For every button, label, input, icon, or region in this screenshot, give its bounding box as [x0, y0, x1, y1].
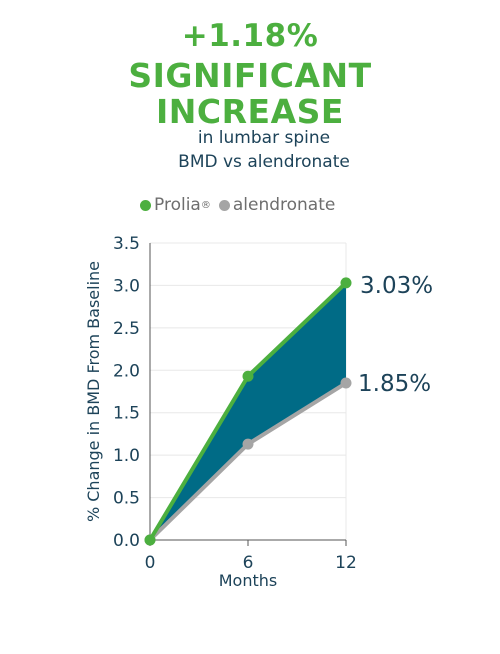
headline-percent: +1.18% — [181, 18, 319, 54]
x-tick-label: 12 — [335, 553, 357, 573]
legend-marker-prolia — [140, 199, 151, 211]
legend-item-prolia: Prolia ® — [140, 195, 211, 215]
legend-label-alendronate: alendronate — [232, 195, 336, 215]
legend-label-prolia: Prolia — [154, 195, 201, 215]
subtitle-line1: in lumbar spine — [197, 128, 331, 148]
shaded-difference-area — [150, 282, 346, 540]
data-point-prolia — [242, 370, 254, 382]
end-label-prolia: 3.03% — [360, 273, 433, 299]
y-axis-label: % Change in BMD From Baseline — [84, 261, 103, 522]
x-tick-label: 0 — [145, 553, 156, 573]
x-tick-label: 6 — [243, 553, 254, 573]
data-point-prolia — [144, 534, 156, 546]
data-point-alendronate — [242, 438, 254, 450]
y-tick-label: 2.5 — [113, 319, 140, 339]
legend-marker-alendronate — [218, 199, 230, 211]
data-point-prolia — [340, 277, 352, 289]
subtitle-line2: BMD vs alendronate — [178, 152, 350, 172]
registered-mark: ® — [200, 199, 211, 211]
y-tick-label: 3.0 — [113, 276, 140, 296]
data-point-alendronate — [340, 377, 352, 389]
headline-increase: INCREASE — [156, 92, 344, 131]
x-axis-label: Months — [219, 571, 277, 590]
y-tick-label: 3.5 — [113, 234, 140, 254]
y-tick-label: 0.0 — [113, 531, 140, 551]
legend: Prolia ® alendronate — [140, 195, 335, 215]
headline-significant: SIGNIFICANT — [128, 56, 372, 95]
legend-item-alendronate: alendronate — [211, 195, 336, 215]
y-tick-label: 0.5 — [113, 489, 140, 509]
y-tick-label: 2.0 — [113, 361, 140, 381]
y-tick-label: 1.5 — [113, 404, 140, 424]
y-tick-label: 1.0 — [113, 446, 140, 466]
end-label-alendronate: 1.85% — [358, 371, 431, 397]
